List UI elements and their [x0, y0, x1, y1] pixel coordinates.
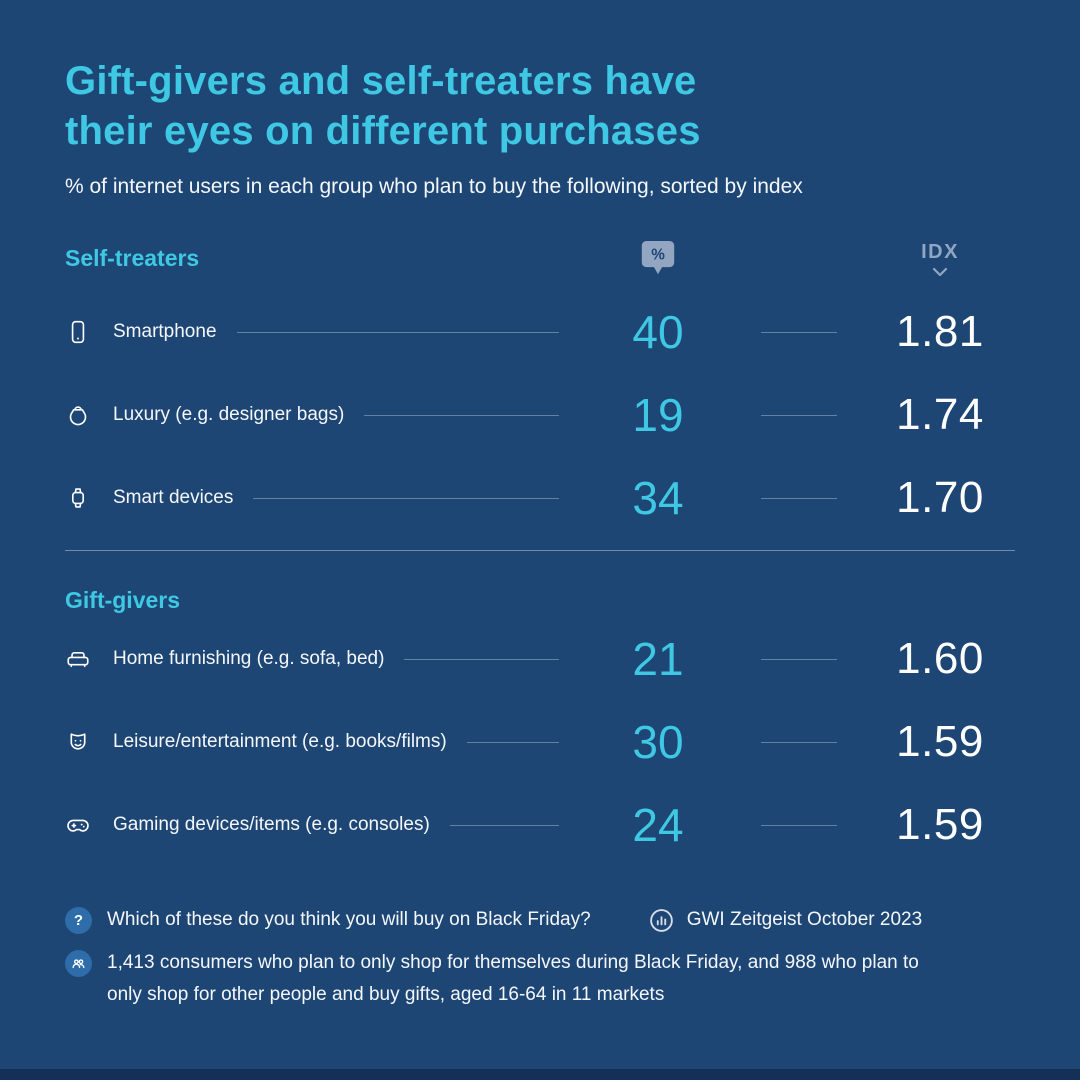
smartphone-icon — [71, 321, 85, 344]
sample-description-text: 1,413 consumers who plan to only shop fo… — [107, 951, 919, 1006]
audience-icon — [65, 949, 92, 977]
column-header-percent: % — [583, 238, 733, 280]
leader-line — [761, 658, 837, 660]
footer-sample-row: 1,413 consumers who plan to only shop fo… — [65, 947, 1015, 1012]
table-row: Luxury (e.g. designer bags) 19 1.74 — [65, 374, 1015, 457]
table-row: Smart devices 34 1.70 — [65, 457, 1015, 540]
title-line-2: their eyes on different purchases — [65, 109, 701, 154]
leader-line — [466, 741, 559, 743]
leader-line — [761, 331, 837, 333]
table-row: Leisure/entertainment (e.g. books/films)… — [65, 701, 1015, 784]
row-label: Leisure/entertainment (e.g. books/films) — [113, 731, 447, 753]
table-row: Home furnishing (e.g. sofa, bed) 21 1.60 — [65, 618, 1015, 701]
row-label: Smartphone — [113, 321, 217, 343]
idx-value: 1.81 — [896, 307, 984, 357]
row-icon-cell — [65, 485, 113, 511]
table-row: Gaming devices/items (e.g. consoles) 24 … — [65, 784, 1015, 867]
leader-line — [364, 414, 559, 416]
footer-question-row: ? Which of these do you think you will b… — [65, 906, 1015, 934]
survey-question-text: Which of these do you think you will buy… — [107, 909, 591, 931]
page-subtitle: % of internet users in each group who pl… — [65, 174, 803, 198]
row-icon-cell — [65, 729, 113, 755]
idx-value: 1.59 — [896, 800, 984, 850]
idx-value: 1.59 — [896, 717, 984, 767]
leader-line — [761, 824, 837, 826]
question-icon: ? — [65, 906, 92, 934]
section-heading-gift-givers: Gift-givers — [65, 586, 181, 613]
idx-value: 1.70 — [896, 473, 984, 523]
pct-value: 19 — [632, 389, 684, 442]
row-icon-cell — [65, 812, 113, 838]
leader-line — [253, 497, 559, 499]
footer: ? Which of these do you think you will b… — [65, 906, 1015, 1012]
source-group: GWI Zeitgeist October 2023 — [648, 907, 923, 934]
table-header-band: Self-treaters % IDX — [65, 227, 1015, 291]
idx-value: 1.60 — [896, 634, 984, 684]
gwi-logo-icon — [649, 908, 673, 932]
pct-value: 21 — [632, 633, 684, 686]
row-label: Smart devices — [113, 487, 234, 509]
pct-value: 24 — [632, 799, 684, 852]
row-icon-cell — [65, 402, 113, 428]
column-header-index: IDX — [865, 241, 1015, 277]
row-label: Luxury (e.g. designer bags) — [113, 404, 345, 426]
pct-value: 30 — [632, 716, 684, 769]
row-label: Gaming devices/items (e.g. consoles) — [113, 814, 430, 836]
leader-line — [449, 824, 559, 826]
purse-icon — [69, 406, 87, 426]
smartwatch-icon — [71, 488, 85, 508]
leader-line — [404, 658, 559, 660]
leader-line — [761, 741, 837, 743]
idx-value: 1.74 — [896, 390, 984, 440]
gamepad-icon — [67, 819, 89, 833]
table-row: Smartphone 40 1.81 — [65, 291, 1015, 374]
idx-label: IDX — [921, 240, 959, 263]
row-icon-cell — [65, 319, 113, 345]
row-icon-cell — [65, 646, 113, 672]
data-table: Self-treaters % IDX — [65, 227, 1015, 867]
section-heading-self-treaters: Self-treaters — [65, 245, 200, 272]
source-text: GWI Zeitgeist October 2023 — [686, 909, 923, 931]
page-title: Gift-givers and self-treaters have their… — [65, 56, 1015, 157]
section-divider — [65, 549, 1015, 551]
pct-value: 40 — [632, 306, 684, 359]
bottom-bar — [0, 1069, 1080, 1080]
leader-line — [761, 497, 837, 499]
svg-text:%: % — [651, 246, 665, 263]
leader-line — [761, 414, 837, 416]
row-label: Home furnishing (e.g. sofa, bed) — [113, 648, 385, 670]
leader-line — [236, 331, 559, 333]
pct-value: 34 — [632, 472, 684, 525]
chevron-down-icon — [932, 267, 948, 276]
sofa-icon — [67, 652, 89, 668]
percent-pin-icon: % — [641, 240, 675, 275]
title-line-1: Gift-givers and self-treaters have — [65, 59, 697, 103]
masks-icon — [70, 733, 86, 750]
